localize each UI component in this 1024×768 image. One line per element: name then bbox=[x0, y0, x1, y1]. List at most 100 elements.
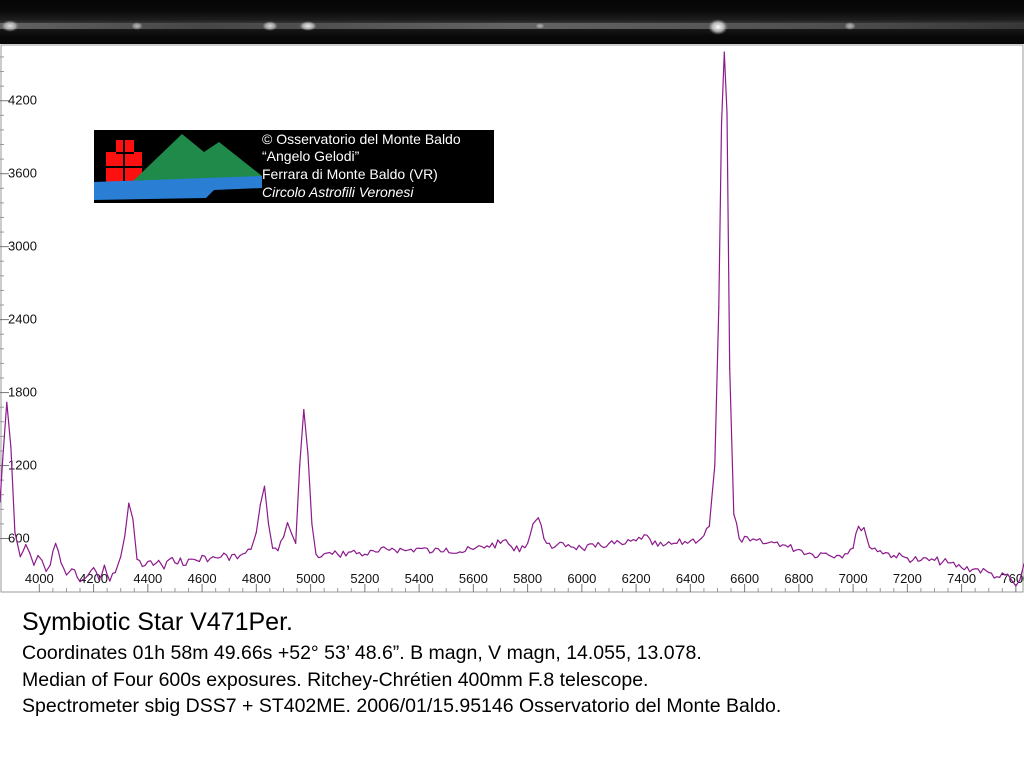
x-tick-label: 4800 bbox=[242, 571, 271, 586]
data-point bbox=[961, 567, 963, 569]
data-point bbox=[765, 542, 767, 544]
data-point bbox=[120, 556, 122, 558]
y-tick-label: 1800 bbox=[8, 385, 37, 400]
data-point bbox=[472, 548, 474, 551]
data-point bbox=[729, 367, 731, 369]
data-point bbox=[87, 574, 89, 576]
data-point bbox=[206, 560, 209, 563]
data-point bbox=[700, 537, 702, 540]
data-point bbox=[60, 562, 62, 564]
data-point bbox=[174, 562, 176, 564]
data-point bbox=[651, 543, 653, 546]
data-point bbox=[689, 540, 691, 542]
x-tick-label: 5200 bbox=[350, 571, 379, 586]
data-point bbox=[250, 548, 252, 551]
data-point bbox=[714, 464, 716, 467]
series-layer bbox=[0, 51, 1024, 587]
data-point bbox=[733, 513, 735, 515]
data-point bbox=[82, 579, 84, 581]
logo-emblem-icon bbox=[94, 134, 262, 200]
y-axis: 600 1200 1800 2400 3000 3600 4200 bbox=[0, 56, 37, 545]
data-point bbox=[708, 525, 710, 527]
data-point bbox=[720, 124, 723, 126]
data-point bbox=[738, 537, 740, 540]
data-point bbox=[190, 558, 192, 560]
data-point bbox=[643, 534, 645, 536]
x-tick-label: 4200 bbox=[79, 571, 108, 586]
data-point bbox=[825, 552, 827, 554]
data-point bbox=[286, 522, 289, 524]
data-point bbox=[749, 540, 751, 542]
x-tick-label: 5600 bbox=[459, 571, 488, 586]
data-point bbox=[14, 531, 16, 534]
data-point bbox=[234, 553, 236, 555]
logo-line-3: Ferrara di Monte Baldo (VR) bbox=[262, 166, 438, 182]
x-tick-label: 4000 bbox=[25, 571, 54, 586]
data-point bbox=[621, 543, 624, 546]
spectrum-chart: 600 1200 1800 2400 3000 3600 4200 4000 4200 4400… bbox=[0, 44, 1024, 594]
data-point bbox=[291, 533, 293, 535]
data-point bbox=[594, 546, 597, 548]
data-point bbox=[1009, 578, 1012, 580]
data-point bbox=[893, 554, 895, 557]
data-point bbox=[838, 554, 841, 557]
data-point bbox=[906, 557, 908, 559]
data-point bbox=[71, 568, 73, 570]
data-point bbox=[136, 558, 138, 560]
x-tick-label: 7200 bbox=[893, 571, 922, 586]
logo-line-4: Circolo Astrofili Veronesi bbox=[262, 184, 414, 200]
x-tick-label: 5000 bbox=[296, 571, 325, 586]
data-point bbox=[45, 570, 47, 572]
caption-coordinates: Coordinates 01h 58m 49.66s +52° 53’ 48.6… bbox=[22, 642, 702, 664]
data-point bbox=[548, 542, 550, 544]
data-point bbox=[718, 306, 720, 309]
data-point bbox=[608, 542, 610, 544]
data-point bbox=[196, 559, 198, 561]
data-point bbox=[350, 551, 352, 553]
data-point bbox=[2, 458, 4, 461]
data-point bbox=[320, 556, 323, 558]
data-point bbox=[857, 525, 860, 527]
data-point bbox=[163, 568, 165, 570]
lake-icon bbox=[94, 176, 262, 200]
data-point bbox=[567, 543, 569, 546]
data-point bbox=[326, 552, 328, 554]
data-point bbox=[879, 550, 881, 552]
data-point bbox=[41, 559, 43, 561]
caption-block: Symbiotic Star V471Per. Coordinates 01h … bbox=[22, 606, 1012, 720]
data-point bbox=[295, 542, 297, 544]
data-point bbox=[315, 553, 317, 555]
data-point bbox=[933, 559, 936, 561]
data-point bbox=[55, 542, 57, 544]
spectrum-strip-art bbox=[0, 19, 1024, 35]
data-point bbox=[255, 531, 257, 534]
data-point bbox=[0, 501, 1, 503]
x-tick-label: 6400 bbox=[676, 571, 705, 586]
data-point bbox=[988, 571, 990, 574]
data-point bbox=[499, 542, 502, 544]
x-tick-label: 4600 bbox=[188, 571, 217, 586]
red-observatory-icon bbox=[106, 140, 142, 182]
data-point bbox=[537, 517, 540, 519]
y-tick-label: 3600 bbox=[8, 166, 37, 181]
data-point bbox=[432, 551, 434, 553]
data-point bbox=[179, 557, 181, 559]
x-tick-label: 7000 bbox=[839, 571, 868, 586]
data-point bbox=[1019, 579, 1021, 581]
x-tick-label: 6600 bbox=[730, 571, 759, 586]
data-point bbox=[868, 546, 870, 548]
data-point bbox=[25, 543, 27, 546]
data-point bbox=[662, 545, 664, 547]
data-point bbox=[526, 542, 529, 544]
data-point bbox=[109, 580, 111, 582]
data-point bbox=[37, 554, 39, 557]
data-point bbox=[459, 551, 461, 553]
caption-instrument: Spectrometer sbig DSS7 + ST402ME. 2006/0… bbox=[22, 695, 782, 717]
data-point bbox=[364, 553, 366, 555]
data-point bbox=[513, 550, 515, 552]
data-point bbox=[223, 552, 225, 554]
data-point bbox=[863, 526, 865, 529]
data-point bbox=[272, 547, 274, 549]
x-tick-label: 7400 bbox=[947, 571, 976, 586]
x-tick-label: 4400 bbox=[133, 571, 162, 586]
